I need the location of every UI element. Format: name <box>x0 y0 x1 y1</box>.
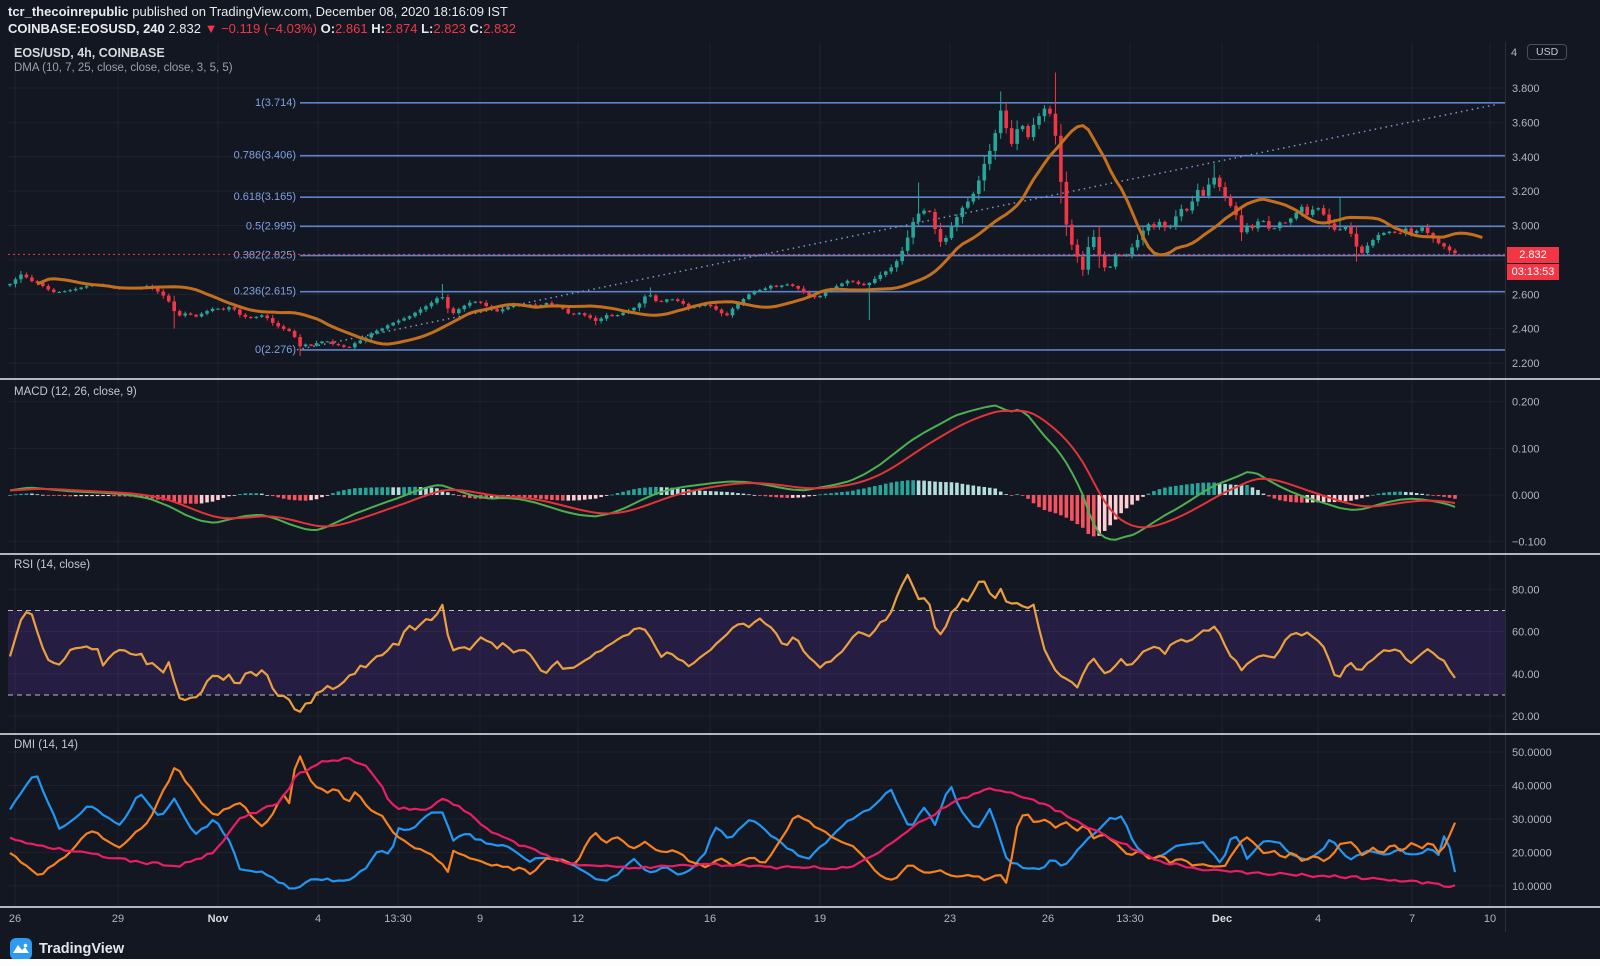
axis-tick-label: 10.0000 <box>1512 881 1552 893</box>
fib-label: 0.618(3.165) <box>234 191 296 203</box>
dma-layer[interactable] <box>36 124 1483 346</box>
open-value: 2.861 <box>335 21 368 36</box>
time-axis-label: 4 <box>1315 913 1321 925</box>
fib-label: 1(3.714) <box>255 97 296 109</box>
symbol-name: COINBASE:EOSUSD, 240 <box>8 21 165 36</box>
time-axis-label: 13:30 <box>384 913 412 925</box>
dma-indicator-label: DMA (10, 7, 25, close, close, close, 3, … <box>14 62 233 74</box>
axis-tick-label: 40.0000 <box>1512 780 1552 792</box>
time-axis-label: 26 <box>9 913 21 925</box>
axis-tick-label: 3.200 <box>1512 186 1540 198</box>
price-axis-border <box>1505 42 1506 932</box>
axis-tick-label: 3.800 <box>1512 83 1540 95</box>
close-label: C: <box>469 21 484 36</box>
axis-tick-label: 3.400 <box>1512 152 1540 164</box>
axis-tick-label: 0.000 <box>1512 490 1540 502</box>
close-value: 2.832 <box>483 21 516 36</box>
time-axis-label: 19 <box>814 913 826 925</box>
low-value: 2.823 <box>433 21 466 36</box>
time-axis-label: 7 <box>1409 913 1415 925</box>
macd-histogram <box>8 480 1457 537</box>
pane-separator[interactable] <box>0 378 1600 380</box>
axis-tick-label: 3.000 <box>1512 221 1540 233</box>
dmi-layer[interactable] <box>9 755 1457 890</box>
dmi-adx-line[interactable] <box>9 756 1456 889</box>
fib-label: 0.236(2.615) <box>234 286 296 298</box>
axis-tick-label: 0.100 <box>1512 443 1540 455</box>
time-axis-label: 16 <box>704 913 716 925</box>
axis-tick-label: 2.200 <box>1512 358 1540 370</box>
dmi-pane-title: DMI (14, 14) <box>14 739 78 751</box>
axis-tick-label: 60.00 <box>1512 627 1540 639</box>
pane-separator[interactable] <box>0 553 1600 555</box>
tradingview-mountain-icon <box>10 938 32 960</box>
dma-line[interactable] <box>36 124 1483 346</box>
price-axis-labels[interactable]: 3.800 3.600 3.400 3.200 3.000 2.600 2.400 2.200… <box>1512 83 1552 893</box>
open-label: O: <box>320 21 336 36</box>
time-axis-label: 9 <box>477 913 483 925</box>
price-tick-4: 4 <box>1511 47 1518 59</box>
macd-line-layer[interactable] <box>9 404 1456 541</box>
macd-signal-line[interactable] <box>9 409 1456 529</box>
signal-line-layer[interactable] <box>9 409 1456 529</box>
axis-tick-label: −0.100 <box>1512 537 1546 549</box>
fib-label: 0.382(2.825) <box>234 250 296 262</box>
fib-label: 0.5(2.995) <box>246 220 296 232</box>
axis-tick-label: 2.400 <box>1512 324 1540 336</box>
dmi--di-line[interactable] <box>9 755 1457 884</box>
axis-tick-label: 20.00 <box>1512 711 1540 723</box>
main-pane-title: EOS/USD, 4h, COINBASE <box>14 46 165 60</box>
macd-line[interactable] <box>9 404 1456 541</box>
axis-tick-label: 2.600 <box>1512 289 1540 301</box>
rsi-layer[interactable] <box>8 573 1456 713</box>
time-axis-label: 29 <box>112 913 124 925</box>
publish-meta: published on TradingView.com, December 0… <box>128 4 508 19</box>
axis-tick-label: 80.00 <box>1512 584 1540 596</box>
time-axis-label: 4 <box>315 913 321 925</box>
rsi-line[interactable] <box>8 573 1456 713</box>
axis-tick-label: 30.0000 <box>1512 814 1552 826</box>
low-label: L: <box>421 21 434 36</box>
last-price: 2.832 <box>168 21 201 36</box>
tradingview-brand-text: TradingView <box>39 941 125 957</box>
time-axis-label: 12 <box>572 913 584 925</box>
grid-lines <box>8 42 1505 906</box>
change-value: −0.119 (−4.03%) <box>221 21 317 36</box>
symbol-line: COINBASE:EOSUSD, 240 2.832 ▼ −0.119 (−4.… <box>8 21 516 36</box>
time-axis-separator <box>0 906 1600 908</box>
time-axis-label: Dec <box>1212 913 1232 925</box>
high-label: H: <box>371 21 385 36</box>
candles-layer <box>8 72 1457 357</box>
axis-tick-label: 20.0000 <box>1512 847 1552 859</box>
publish-info: tcr_thecoinrepublic published on Trading… <box>8 4 508 19</box>
rsi-pane-title: RSI (14, close) <box>14 559 91 571</box>
time-axis-label: Nov <box>208 913 230 925</box>
time-axis-labels[interactable]: 26 29 Nov 4 13:30 9 12 16 19 23 26 13:30 Dec 4 7 10 <box>9 913 1496 925</box>
rsi-band <box>8 610 1505 696</box>
time-axis-label: 23 <box>944 913 956 925</box>
down-arrow-icon: ▼ <box>204 21 218 36</box>
currency-button[interactable]: USD <box>1527 44 1568 60</box>
bar-countdown-badge: 03:13:53 <box>1507 264 1559 280</box>
axis-tick-label: 40.00 <box>1512 669 1540 681</box>
time-axis-label: 26 <box>1042 913 1054 925</box>
axis-tick-label: 50.0000 <box>1512 747 1552 759</box>
author-name: tcr_thecoinrepublic <box>8 4 129 19</box>
axis-tick-label: 3.600 <box>1512 117 1540 129</box>
current-price-badge: 2.832 <box>1507 247 1559 263</box>
macd-pane-title: MACD (12, 26, close, 9) <box>14 386 137 398</box>
dmi-+di-line[interactable] <box>9 775 1457 890</box>
tradingview-logo[interactable]: TradingView <box>10 938 124 960</box>
time-axis-label: 10 <box>1484 913 1496 925</box>
fib-label: 0(2.276) <box>255 344 296 356</box>
fib-label: 0.786(3.406) <box>234 150 296 162</box>
bottom-white-strip <box>0 959 1600 966</box>
axis-tick-label: 0.200 <box>1512 397 1540 409</box>
time-axis-label: 13:30 <box>1116 913 1144 925</box>
high-value: 2.874 <box>384 21 418 36</box>
pane-separator[interactable] <box>0 733 1600 735</box>
